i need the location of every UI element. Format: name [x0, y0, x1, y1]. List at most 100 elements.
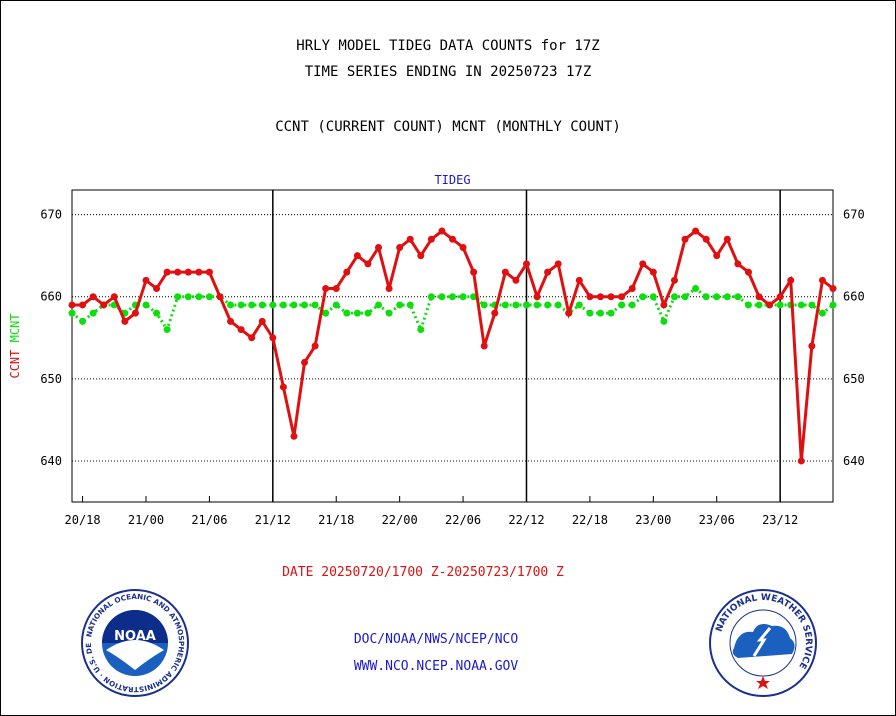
- data-point-ccnt: [290, 432, 298, 440]
- data-point-ccnt: [459, 243, 467, 251]
- data-point-mcnt: [269, 301, 277, 309]
- data-point-mcnt: [417, 326, 425, 334]
- x-tick-label: 23/06: [699, 513, 735, 527]
- data-point-ccnt: [205, 268, 213, 276]
- x-tick-label: 21/06: [191, 513, 227, 527]
- x-tick-label: 23/12: [762, 513, 798, 527]
- data-point-mcnt: [544, 301, 552, 309]
- data-point-mcnt: [596, 309, 604, 317]
- data-point-mcnt: [649, 293, 657, 301]
- data-point-ccnt: [131, 309, 139, 317]
- data-point-ccnt: [174, 268, 182, 276]
- data-point-mcnt: [205, 293, 213, 301]
- data-point-ccnt: [596, 293, 604, 301]
- y-tick-label-right: 640: [843, 454, 865, 468]
- data-point-ccnt: [533, 293, 541, 301]
- data-point-ccnt: [776, 293, 784, 301]
- plot-area-frame: [71, 189, 834, 503]
- website-link[interactable]: WWW.NCO.NCEP.NOAA.GOV: [353, 659, 519, 674]
- data-point-ccnt: [248, 334, 256, 342]
- data-point-ccnt: [184, 268, 192, 276]
- data-point-ccnt: [808, 342, 816, 350]
- data-point-mcnt: [681, 293, 689, 301]
- data-point-ccnt: [195, 268, 203, 276]
- series-line-ccnt: [72, 229, 834, 462]
- data-point-mcnt: [153, 309, 161, 317]
- data-point-ccnt: [68, 301, 76, 309]
- data-point-mcnt: [829, 301, 837, 309]
- data-point-ccnt: [787, 276, 795, 284]
- noaa-seal-icon: NATIONAL OCEANIC AND ATMOSPHERIC ADMINIS…: [80, 588, 189, 697]
- data-point-ccnt: [89, 293, 97, 301]
- data-point-ccnt: [797, 457, 805, 465]
- data-point-mcnt: [692, 285, 700, 293]
- y-tick-label-right: 660: [843, 290, 865, 304]
- data-point-mcnt: [533, 301, 541, 309]
- data-point-ccnt: [670, 276, 678, 284]
- data-point-mcnt: [470, 293, 478, 301]
- x-tick-label: 22/00: [382, 513, 418, 527]
- data-point-mcnt: [406, 301, 414, 309]
- data-point-mcnt: [237, 301, 245, 309]
- data-point-mcnt: [184, 293, 192, 301]
- data-point-ccnt: [163, 268, 171, 276]
- data-point-mcnt: [364, 309, 372, 317]
- date-range-label: DATE 20250720/1700 Z-20250723/1700 Z: [282, 565, 564, 580]
- data-point-ccnt: [618, 293, 626, 301]
- data-point-ccnt: [744, 268, 752, 276]
- noaa-logo-text: NOAA: [114, 629, 156, 644]
- data-point-ccnt: [406, 235, 414, 243]
- y-tick-label-left: 650: [40, 372, 62, 386]
- y-axis-label: CCNT MCNT: [8, 313, 22, 378]
- data-point-mcnt: [501, 301, 509, 309]
- data-point-ccnt: [818, 276, 826, 284]
- data-point-ccnt: [586, 293, 594, 301]
- data-point-mcnt: [290, 301, 298, 309]
- data-point-ccnt: [258, 317, 266, 325]
- data-point-mcnt: [744, 301, 752, 309]
- data-point-mcnt: [660, 317, 668, 325]
- data-point-ccnt: [301, 358, 309, 366]
- x-tick-label: 20/18: [65, 513, 101, 527]
- data-point-ccnt: [343, 268, 351, 276]
- data-point-mcnt: [586, 309, 594, 317]
- data-point-mcnt: [332, 301, 340, 309]
- data-point-mcnt: [734, 293, 742, 301]
- data-point-ccnt: [311, 342, 319, 350]
- chart-title-line3: CCNT (CURRENT COUNT) MCNT (MONTHLY COUNT…: [275, 119, 621, 135]
- data-point-ccnt: [766, 301, 774, 309]
- org-label: DOC/NOAA/NWS/NCEP/NCO: [353, 632, 519, 647]
- data-point-ccnt: [522, 260, 530, 268]
- data-point-mcnt: [375, 301, 383, 309]
- data-point-mcnt: [396, 301, 404, 309]
- data-point-ccnt: [79, 301, 87, 309]
- data-point-ccnt: [332, 285, 340, 293]
- data-point-mcnt: [797, 301, 805, 309]
- data-point-ccnt: [153, 285, 161, 293]
- chart-title-line1: HRLY MODEL TIDEG DATA COUNTS for 17Z: [296, 38, 600, 54]
- x-tick-label: 23/00: [635, 513, 671, 527]
- data-point-mcnt: [607, 309, 615, 317]
- data-point-mcnt: [575, 301, 583, 309]
- data-point-mcnt: [618, 301, 626, 309]
- data-point-ccnt: [544, 268, 552, 276]
- data-point-ccnt: [480, 342, 488, 350]
- data-point-ccnt: [607, 293, 615, 301]
- y-axis-label-ccnt: CCNT: [8, 350, 22, 379]
- data-point-mcnt: [723, 293, 731, 301]
- data-point-mcnt: [174, 293, 182, 301]
- chart-title-line2: TIME SERIES ENDING IN 20250723 17Z: [304, 64, 592, 80]
- data-point-ccnt: [713, 252, 721, 260]
- data-point-mcnt: [142, 301, 150, 309]
- data-point-ccnt: [829, 285, 837, 293]
- data-point-ccnt: [269, 334, 277, 342]
- data-point-ccnt: [353, 252, 361, 260]
- data-point-ccnt: [375, 243, 383, 251]
- data-point-mcnt: [79, 317, 87, 325]
- data-point-mcnt: [353, 309, 361, 317]
- data-point-ccnt: [427, 235, 435, 243]
- data-point-mcnt: [808, 301, 816, 309]
- data-point-mcnt: [554, 301, 562, 309]
- data-point-mcnt: [438, 293, 446, 301]
- data-point-ccnt: [100, 301, 108, 309]
